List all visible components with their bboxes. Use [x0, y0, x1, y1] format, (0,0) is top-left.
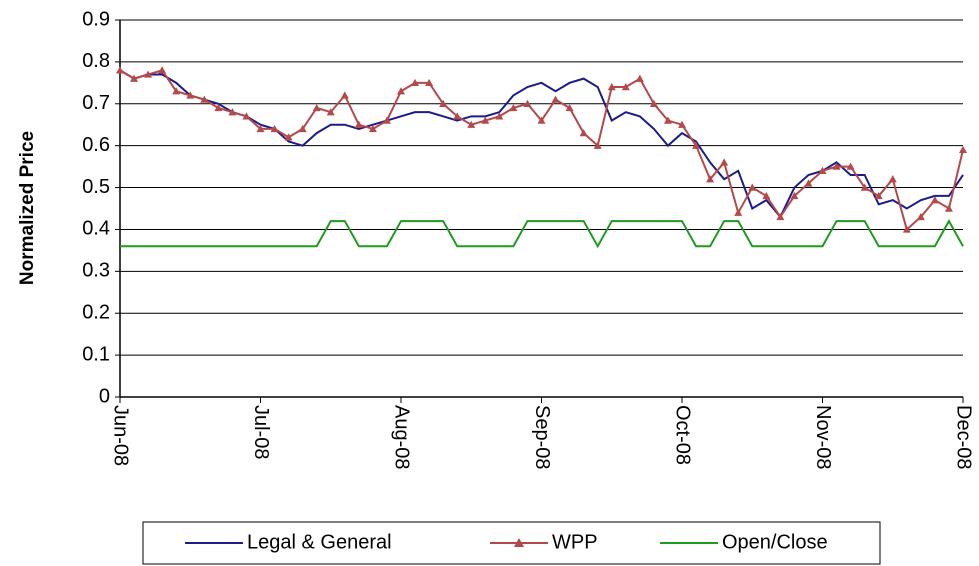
point-marker [172, 87, 181, 95]
point-marker [734, 208, 743, 216]
point-marker [944, 204, 953, 212]
x-tick-label: Oct-08 [672, 405, 694, 465]
point-marker [256, 124, 265, 133]
point-marker [453, 112, 462, 120]
y-tick-label: 0.2 [82, 302, 110, 324]
point-marker [382, 116, 391, 124]
legend-label: Legal & General [247, 531, 392, 553]
point-marker [818, 166, 827, 174]
point-marker [509, 103, 518, 112]
point-marker [397, 87, 405, 95]
series-line [119, 69, 964, 219]
point-marker [832, 162, 841, 170]
legend-label: WPP [552, 531, 598, 553]
point-marker [607, 83, 616, 91]
x-tick-label: Nov-08 [812, 405, 834, 469]
point-marker [116, 66, 124, 74]
y-tick-label: 0.3 [82, 260, 110, 282]
point-marker [439, 99, 448, 107]
y-tick-label: 0.7 [82, 92, 110, 114]
point-marker [481, 116, 490, 124]
x-tick-label: Sep-08 [531, 405, 553, 470]
point-marker [298, 124, 307, 133]
point-marker [551, 95, 560, 103]
y-axis-title: Normalized Price [17, 131, 38, 285]
point-marker [158, 66, 167, 74]
point-marker [340, 91, 349, 99]
y-tick-label: 0.6 [82, 134, 110, 156]
point-marker [228, 108, 237, 116]
point-marker [495, 112, 504, 120]
point-marker [621, 83, 630, 91]
point-marker [916, 212, 925, 221]
point-marker [214, 103, 223, 112]
series-line [119, 69, 964, 232]
point-marker [368, 124, 377, 133]
point-marker [678, 120, 686, 128]
point-marker [959, 145, 967, 154]
y-tick-label: 0.5 [82, 176, 110, 198]
x-tick-label: Aug-08 [391, 405, 413, 470]
y-tick-label: 0.8 [82, 50, 110, 72]
point-marker [790, 191, 799, 200]
point-marker [860, 183, 869, 191]
x-tick-label: Dec-08 [953, 405, 975, 469]
point-marker [748, 183, 757, 191]
point-marker [663, 116, 672, 124]
point-marker [692, 141, 701, 149]
x-tick-label: Jun-08 [110, 405, 132, 466]
point-marker [312, 103, 321, 112]
point-marker [425, 78, 434, 87]
point-marker [354, 120, 363, 128]
point-marker [144, 70, 153, 78]
point-marker [930, 196, 939, 204]
point-marker [523, 99, 532, 107]
legend-label: Open/Close [722, 531, 828, 553]
point-marker [284, 133, 293, 141]
y-tick-label: 0 [99, 385, 110, 407]
point-marker [804, 179, 813, 187]
point-marker [874, 191, 883, 200]
point-marker [467, 120, 476, 128]
y-tick-label: 0.1 [82, 343, 110, 365]
point-marker [242, 112, 251, 120]
point-marker [762, 191, 771, 200]
point-marker [537, 116, 546, 124]
point-marker [130, 74, 139, 82]
x-tick-label: Jul-08 [250, 405, 272, 459]
y-tick-label: 0.4 [82, 218, 110, 240]
point-marker [186, 91, 195, 99]
point-marker [565, 103, 574, 112]
point-marker [579, 129, 588, 137]
point-marker [200, 95, 209, 103]
point-marker [411, 78, 420, 87]
series-line [120, 219, 964, 249]
point-marker [846, 162, 855, 170]
point-marker [888, 175, 897, 183]
point-marker [720, 158, 729, 166]
point-marker [593, 141, 602, 149]
y-tick-label: 0.9 [82, 8, 110, 30]
point-marker [776, 212, 785, 221]
point-marker [706, 175, 715, 183]
point-marker [635, 74, 644, 82]
point-marker [270, 124, 279, 133]
point-marker [902, 225, 911, 233]
legend-marker [514, 538, 524, 547]
point-marker [326, 108, 335, 116]
point-marker [649, 99, 658, 107]
